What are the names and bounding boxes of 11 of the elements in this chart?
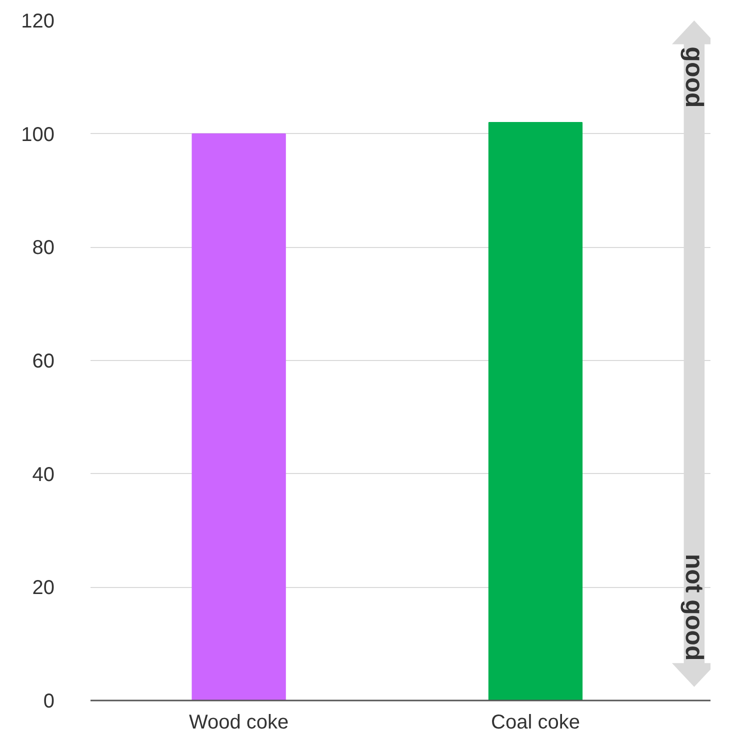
y-tick-label: 0 [43,690,54,712]
y-tick-label: 100 [21,124,55,146]
y-tick-label: 60 [32,350,55,372]
annotation: good [680,46,708,108]
y-tick-label: 40 [32,464,55,486]
x-tick-label: Coal coke [491,712,580,734]
y-tick-label: 20 [32,577,55,600]
annotation: not good [680,554,708,661]
x-tick-label: Wood coke [188,712,289,734]
y-tick-label: 80 [32,237,55,260]
y-tick-label: 120 [21,10,55,32]
